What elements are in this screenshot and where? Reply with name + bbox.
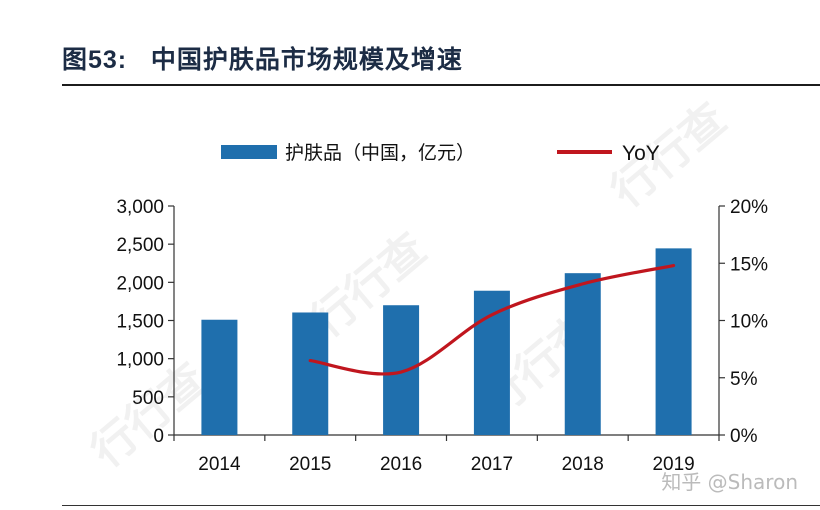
- bar-series: [201, 248, 692, 435]
- yoy-line: [308, 263, 676, 376]
- x-tick-label: 2014: [198, 454, 241, 475]
- figure-title: 图53: 中国护肤品市场规模及增速: [62, 40, 463, 76]
- bar: [201, 319, 238, 435]
- y-right-tick-label: 10%: [730, 312, 768, 333]
- x-tick-label: 2019: [652, 454, 694, 475]
- bar: [564, 273, 601, 435]
- y-right-tick-label: 5%: [730, 369, 758, 390]
- bar: [655, 248, 692, 435]
- x-tick-label: 2018: [562, 454, 604, 475]
- y-left-tick-label: 2,000: [116, 273, 164, 294]
- bar: [383, 305, 420, 435]
- axes: [168, 205, 725, 441]
- legend-label-line: YoY: [622, 142, 660, 165]
- source-watermark: 知乎 @Sharon: [661, 470, 798, 494]
- title-rule: [62, 84, 820, 86]
- line-series: [308, 263, 676, 376]
- y-right-tick-label: 20%: [730, 197, 768, 218]
- y-left-tick-label: 0: [153, 426, 164, 447]
- bottom-rule: [62, 505, 820, 506]
- y-right-tick-label: 15%: [730, 254, 768, 275]
- x-tick-label: 2016: [380, 454, 422, 475]
- y-left-tick-label: 3,000: [116, 197, 164, 218]
- figure-label: 图53:: [62, 46, 128, 74]
- legend: 护肤品（中国，亿元） YoY: [221, 142, 660, 165]
- y-left-tick-label: 2,500: [116, 235, 164, 256]
- bar: [473, 290, 510, 435]
- x-tick-label: 2015: [289, 454, 331, 475]
- y-left-tick-label: 500: [132, 388, 164, 409]
- y-left-tick-label: 1,000: [116, 350, 164, 371]
- legend-label-bar: 护肤品（中国，亿元）: [285, 142, 475, 164]
- legend-swatch-bar: [221, 145, 277, 159]
- y-left-tick-label: 1,500: [116, 312, 164, 333]
- bar: [292, 312, 329, 435]
- y-right-tick-label: 0%: [730, 426, 758, 447]
- figure-title-text: 中国护肤品市场规模及增速: [150, 45, 463, 74]
- x-tick-label: 2017: [471, 454, 513, 475]
- tick-labels: 0 500 1,000 1,500 2,000 2,500 3,000 0% 5% 10% 15% 2…: [116, 197, 768, 475]
